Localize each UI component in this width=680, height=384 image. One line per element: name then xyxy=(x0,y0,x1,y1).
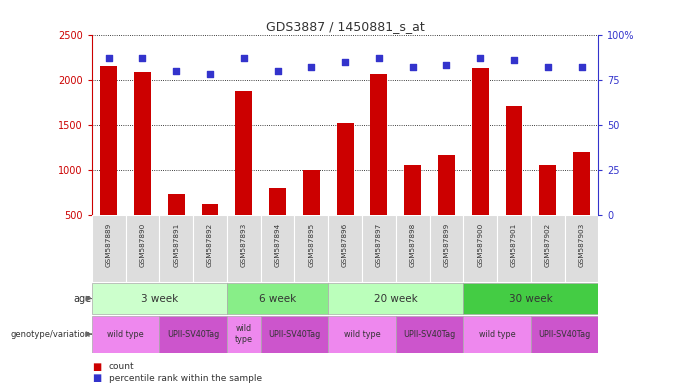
Text: GSM587891: GSM587891 xyxy=(173,223,180,267)
Point xyxy=(171,68,182,74)
Bar xyxy=(328,283,463,314)
Text: UPII-SV40Tag: UPII-SV40Tag xyxy=(269,329,320,339)
Bar xyxy=(227,215,260,282)
Point xyxy=(272,68,283,74)
Bar xyxy=(505,106,522,260)
Text: 6 week: 6 week xyxy=(259,293,296,304)
Bar xyxy=(260,316,328,353)
Text: genotype/variation: genotype/variation xyxy=(11,329,91,339)
Text: UPII-SV40Tag: UPII-SV40Tag xyxy=(403,329,456,339)
Text: count: count xyxy=(109,362,135,371)
Text: GSM587893: GSM587893 xyxy=(241,223,247,267)
Bar xyxy=(92,316,159,353)
Bar xyxy=(337,123,354,260)
Bar xyxy=(531,316,598,353)
Text: wild type: wild type xyxy=(107,329,144,339)
Bar xyxy=(303,170,320,260)
Bar xyxy=(396,316,463,353)
Text: age: age xyxy=(73,293,91,304)
Text: GSM587892: GSM587892 xyxy=(207,223,213,267)
Point xyxy=(205,71,216,77)
Bar xyxy=(227,316,260,353)
Bar xyxy=(159,215,193,282)
Bar xyxy=(404,166,421,260)
Point xyxy=(137,55,148,61)
Bar xyxy=(328,316,396,353)
Text: UPII-SV40Tag: UPII-SV40Tag xyxy=(167,329,219,339)
Point xyxy=(475,55,486,61)
Bar xyxy=(371,74,388,260)
Bar xyxy=(100,66,117,260)
Bar xyxy=(92,215,126,282)
Point xyxy=(340,59,351,65)
Text: UPII-SV40Tag: UPII-SV40Tag xyxy=(539,329,591,339)
Point xyxy=(373,55,384,61)
Point xyxy=(306,64,317,70)
Text: GSM587902: GSM587902 xyxy=(545,223,551,267)
Bar xyxy=(92,283,227,314)
Text: 20 week: 20 week xyxy=(374,293,418,304)
Point xyxy=(441,62,452,68)
Bar xyxy=(463,283,598,314)
Text: ■: ■ xyxy=(92,362,101,372)
Bar xyxy=(269,188,286,260)
Point xyxy=(509,57,520,63)
Bar xyxy=(328,215,362,282)
Bar xyxy=(159,316,227,353)
Bar xyxy=(573,152,590,260)
Text: 3 week: 3 week xyxy=(141,293,178,304)
Bar xyxy=(564,215,598,282)
Bar xyxy=(531,215,564,282)
Point xyxy=(407,64,418,70)
Text: percentile rank within the sample: percentile rank within the sample xyxy=(109,374,262,383)
Text: wild
type: wild type xyxy=(235,324,253,344)
Bar xyxy=(126,215,159,282)
Text: GSM587899: GSM587899 xyxy=(443,223,449,267)
Point xyxy=(543,64,554,70)
Title: GDS3887 / 1450881_s_at: GDS3887 / 1450881_s_at xyxy=(266,20,424,33)
Text: GSM587894: GSM587894 xyxy=(275,223,281,267)
Bar xyxy=(201,204,218,260)
Point xyxy=(103,55,114,61)
Text: ■: ■ xyxy=(92,373,101,383)
Text: GSM587889: GSM587889 xyxy=(105,223,112,267)
Text: GSM587900: GSM587900 xyxy=(477,223,483,267)
Bar xyxy=(362,215,396,282)
Bar xyxy=(294,215,328,282)
Bar xyxy=(463,316,531,353)
Text: GSM587898: GSM587898 xyxy=(409,223,415,267)
Bar xyxy=(235,91,252,260)
Text: 30 week: 30 week xyxy=(509,293,553,304)
Bar xyxy=(193,215,227,282)
Bar xyxy=(260,215,294,282)
Bar xyxy=(396,215,430,282)
Bar xyxy=(463,215,497,282)
Text: GSM587901: GSM587901 xyxy=(511,223,517,267)
Text: GSM587895: GSM587895 xyxy=(308,223,314,267)
Bar xyxy=(472,68,489,260)
Text: GSM587896: GSM587896 xyxy=(342,223,348,267)
Bar xyxy=(438,156,455,260)
Text: GSM587903: GSM587903 xyxy=(579,223,585,267)
Text: GSM587897: GSM587897 xyxy=(376,223,382,267)
Text: wild type: wild type xyxy=(479,329,515,339)
Point xyxy=(239,55,250,61)
Bar xyxy=(134,73,151,260)
Bar xyxy=(168,194,185,260)
Text: wild type: wild type xyxy=(343,329,380,339)
Bar xyxy=(227,283,328,314)
Bar xyxy=(539,164,556,260)
Text: GSM587890: GSM587890 xyxy=(139,223,146,267)
Bar xyxy=(497,215,531,282)
Bar xyxy=(430,215,463,282)
Point xyxy=(576,64,587,70)
